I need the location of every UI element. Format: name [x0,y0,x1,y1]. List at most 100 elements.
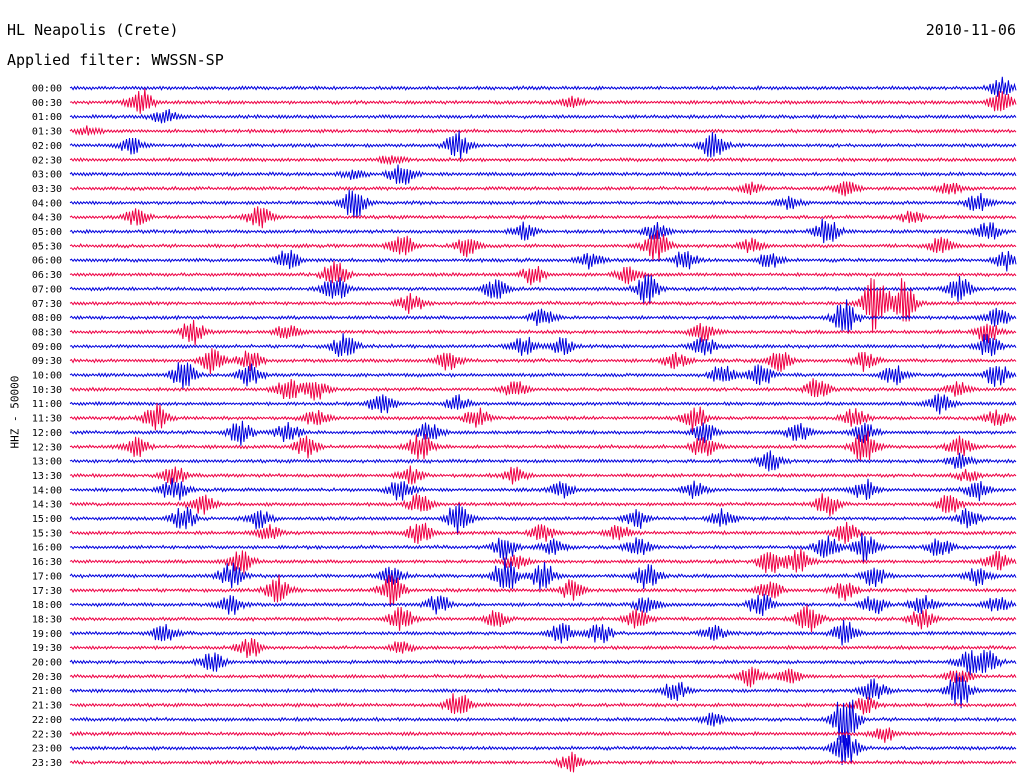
seismic-trace [69,637,1017,659]
trace-time-label: 21:00 [32,686,62,697]
seismic-trace [69,693,1017,715]
trace-time-label: 02:00 [32,141,62,152]
trace-time-label: 16:00 [32,543,62,554]
seismic-trace [69,277,1017,332]
trace-time-label: 13:30 [32,471,62,482]
trace-time-label: 00:00 [32,84,62,95]
trace-time-label: 10:00 [32,371,62,382]
trace-time-label: 08:30 [32,327,62,338]
seismic-trace [69,751,1017,773]
trace-time-label: 01:00 [32,112,62,123]
trace-time-label: 06:00 [32,256,62,267]
trace-time-label: 08:00 [32,313,62,324]
trace-time-label: 10:30 [32,385,62,396]
seismic-trace [69,532,1017,562]
seismic-trace [69,734,1017,766]
trace-time-label: 11:00 [32,399,62,410]
trace-time-label: 17:00 [32,571,62,582]
seismic-trace [69,274,1017,304]
seismic-trace [69,333,1017,357]
seismic-trace [69,109,1017,124]
seismic-trace [69,206,1017,229]
trace-time-label: 23:00 [32,744,62,755]
seismic-trace [69,403,1017,433]
trace-time-label: 18:00 [32,600,62,611]
seismic-trace [69,521,1017,545]
seismic-trace [69,181,1017,197]
record-date: 2010-11-06 [925,21,1016,39]
trace-time-label: 01:30 [32,127,62,138]
trace-time-label: 05:00 [32,227,62,238]
seismic-trace [69,604,1017,633]
seismic-trace [69,430,1017,461]
trace-time-label: 05:30 [32,241,62,252]
trace-time-label: 14:00 [32,485,62,496]
seismic-trace [69,319,1017,346]
seismic-trace [69,727,1017,743]
seismic-trace [69,574,1017,607]
seismic-trace [69,649,1017,676]
seismic-trace [69,699,1017,751]
seismic-trace [69,230,1017,263]
seismic-trace [69,218,1017,244]
trace-time-label: 12:30 [32,442,62,453]
seismic-trace [69,348,1017,375]
seismic-trace [69,88,1017,114]
trace-time-label: 14:30 [32,500,62,511]
seismic-trace [69,362,1017,389]
station-title: HL Neapolis (Crete) [7,21,179,39]
trace-time-label: 00:30 [32,98,62,109]
trace-time-label: 19:00 [32,629,62,640]
seismic-trace [69,465,1017,485]
trace-time-label: 09:00 [32,342,62,353]
trace-time-label: 11:30 [32,414,62,425]
seismic-trace [69,164,1017,185]
trace-time-label: 03:30 [32,184,62,195]
trace-time-label: 06:30 [32,270,62,281]
seismic-trace [69,393,1017,415]
trace-time-label: 21:30 [32,701,62,712]
trace-time-label: 12:00 [32,428,62,439]
seismic-trace [69,548,1017,574]
seismic-trace [69,125,1017,136]
seismic-trace [69,666,1017,688]
trace-time-label: 09:30 [32,356,62,367]
seismic-trace [69,299,1017,333]
seismic-trace [69,155,1017,166]
seismic-trace [69,503,1017,536]
seismic-trace [69,450,1017,472]
trace-time-label: 07:30 [32,299,62,310]
seismic-trace [69,130,1017,159]
trace-time-label: 20:00 [32,658,62,669]
seismic-trace [69,260,1017,286]
seismic-trace [69,477,1017,502]
trace-time-label: 04:30 [32,213,62,224]
trace-time-label: 13:00 [32,457,62,468]
trace-time-label: 18:30 [32,614,62,625]
seismic-trace [69,76,1017,97]
trace-time-label: 19:30 [32,643,62,654]
seismic-trace [69,593,1017,617]
trace-time-label: 22:30 [32,729,62,740]
seismic-trace [69,378,1017,401]
trace-time-label: 16:30 [32,557,62,568]
seismic-trace [69,249,1017,272]
seismic-trace [69,672,1017,709]
trace-time-label: 17:30 [32,586,62,597]
trace-time-label: 15:00 [32,514,62,525]
trace-time-label: 07:00 [32,284,62,295]
seismic-trace [69,558,1017,590]
trace-time-label: 15:30 [32,528,62,539]
seismic-trace [69,619,1017,646]
trace-time-label: 22:00 [32,715,62,726]
seismic-trace [69,493,1017,517]
trace-time-label: 23:30 [32,758,62,769]
seismic-trace [69,420,1017,446]
trace-time-label: 20:30 [32,672,62,683]
trace-time-label: 04:00 [32,198,62,209]
seismic-trace [69,189,1017,219]
trace-time-label: 03:00 [32,170,62,181]
trace-time-label: 02:30 [32,155,62,166]
filter-label: Applied filter: WWSSN-SP [7,51,224,69]
